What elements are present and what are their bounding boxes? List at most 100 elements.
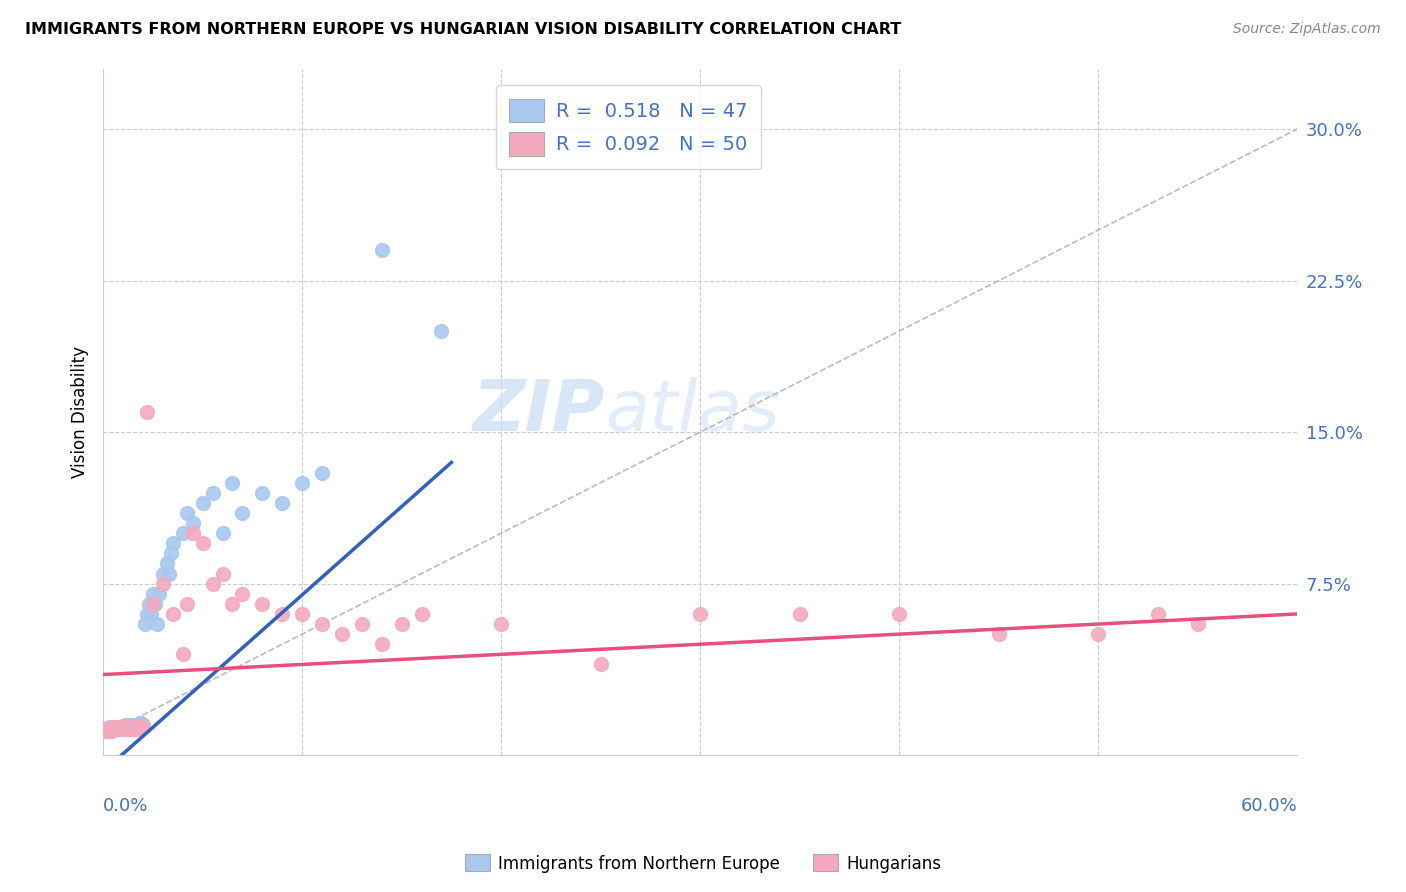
Point [128, 722, 150, 736]
Point [311, 617, 333, 632]
Point [101, 722, 124, 736]
Point [115, 722, 138, 736]
Point [330, 627, 353, 641]
Point [152, 576, 174, 591]
Point [118, 718, 141, 732]
Point [201, 576, 224, 591]
Point [252, 485, 274, 500]
Point [100, 724, 122, 739]
Point [211, 566, 233, 581]
Point [148, 587, 170, 601]
Point [489, 617, 512, 632]
Point [430, 324, 453, 338]
Point [350, 617, 373, 632]
Text: ZIP: ZIP [472, 377, 605, 446]
Point [105, 720, 128, 734]
Point [96, 722, 118, 736]
Point [191, 536, 214, 550]
Point [108, 720, 131, 734]
Point [889, 607, 911, 621]
Point [391, 617, 413, 632]
Point [159, 546, 181, 560]
Point [271, 607, 294, 621]
Point [118, 720, 141, 734]
Point [124, 722, 146, 736]
Point [371, 637, 394, 651]
Point [211, 526, 233, 541]
Point [1087, 627, 1109, 641]
Point [122, 720, 145, 734]
Point [291, 475, 314, 490]
Point [146, 617, 169, 632]
Point [987, 627, 1010, 641]
Point [114, 720, 136, 734]
Point [129, 720, 152, 734]
Point [120, 722, 142, 736]
Point [191, 496, 214, 510]
Point [125, 720, 148, 734]
Point [411, 607, 433, 621]
Point [139, 607, 162, 621]
Point [789, 607, 811, 621]
Point [271, 496, 294, 510]
Point [104, 722, 127, 736]
Point [128, 718, 150, 732]
Text: 0.0%: 0.0% [103, 797, 149, 814]
Point [689, 607, 711, 621]
Text: IMMIGRANTS FROM NORTHERN EUROPE VS HUNGARIAN VISION DISABILITY CORRELATION CHART: IMMIGRANTS FROM NORTHERN EUROPE VS HUNGA… [25, 22, 901, 37]
Point [252, 597, 274, 611]
Point [221, 597, 243, 611]
Point [125, 720, 148, 734]
Text: Source: ZipAtlas.com: Source: ZipAtlas.com [1233, 22, 1381, 37]
Point [129, 716, 152, 731]
Point [120, 722, 142, 736]
Point [142, 587, 165, 601]
Point [112, 722, 135, 736]
Point [132, 720, 155, 734]
Point [114, 718, 136, 732]
Point [371, 244, 394, 258]
Point [231, 506, 253, 520]
Point [142, 597, 165, 611]
Point [1147, 607, 1170, 621]
Text: 60.0%: 60.0% [1240, 797, 1298, 814]
Point [157, 566, 180, 581]
Point [138, 597, 160, 611]
Point [134, 617, 156, 632]
Point [110, 722, 132, 736]
Point [162, 536, 184, 550]
Point [181, 516, 204, 530]
Point [94, 722, 117, 736]
Y-axis label: Vision Disability: Vision Disability [72, 346, 89, 478]
Point [115, 720, 138, 734]
Point [135, 607, 157, 621]
Point [181, 526, 204, 541]
Point [231, 587, 253, 601]
Point [172, 526, 194, 541]
Point [311, 466, 333, 480]
Point [96, 724, 118, 739]
Point [110, 720, 132, 734]
Point [201, 485, 224, 500]
Point [101, 720, 124, 734]
Point [108, 722, 131, 736]
Point [98, 720, 121, 734]
Point [135, 405, 157, 419]
Point [122, 718, 145, 732]
Point [1187, 617, 1209, 632]
Point [105, 722, 128, 736]
Point [176, 597, 198, 611]
Point [100, 724, 122, 739]
Point [132, 718, 155, 732]
Legend: R =  0.518   N = 47, R =  0.092   N = 50: R = 0.518 N = 47, R = 0.092 N = 50 [496, 85, 761, 169]
Point [172, 648, 194, 662]
Text: atlas: atlas [605, 377, 779, 446]
Point [589, 657, 612, 672]
Point [176, 506, 198, 520]
Point [104, 722, 127, 736]
Point [112, 720, 135, 734]
Point [98, 722, 121, 736]
Point [156, 557, 179, 571]
Point [152, 566, 174, 581]
Point [221, 475, 243, 490]
